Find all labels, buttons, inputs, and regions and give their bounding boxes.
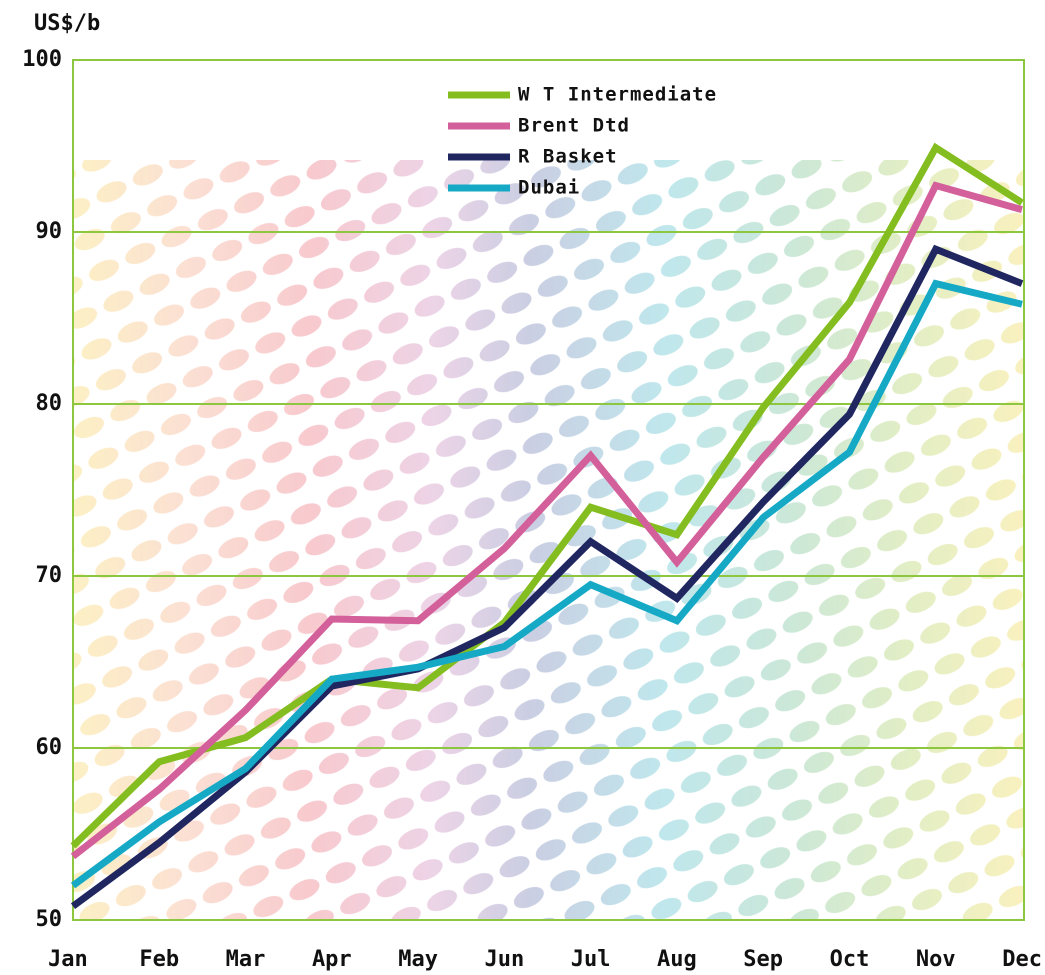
x-tick-label: Jul bbox=[571, 947, 611, 972]
x-tick-label: Sep bbox=[743, 947, 783, 972]
y-tick-label: 70 bbox=[36, 563, 63, 588]
series-line bbox=[70, 244, 1024, 910]
x-tick-label: Apr bbox=[312, 947, 352, 972]
y-axis-label: US$/b bbox=[34, 11, 100, 36]
y-tick-label: 50 bbox=[36, 907, 63, 932]
x-tick-label: Dec bbox=[1002, 947, 1042, 972]
y-tick-label: 80 bbox=[36, 391, 63, 416]
x-tick-label: Mar bbox=[226, 947, 266, 972]
x-tick-label: Feb bbox=[139, 947, 179, 972]
x-tick-label: May bbox=[398, 947, 438, 972]
x-tick-label: Jan bbox=[48, 947, 88, 972]
plot-frame bbox=[72, 59, 1025, 921]
series-line bbox=[70, 181, 1023, 860]
y-tick-label: 60 bbox=[36, 735, 63, 760]
legend-label: W T Intermediate bbox=[518, 84, 717, 106]
y-tick-label: 90 bbox=[36, 219, 63, 244]
background-decoration bbox=[73, 160, 1025, 920]
x-tick-label: Aug bbox=[657, 947, 697, 972]
legend-label: R Basket bbox=[518, 146, 618, 168]
series-line bbox=[70, 142, 1024, 849]
x-tick-label: Oct bbox=[830, 947, 870, 972]
legend-label: Dubai bbox=[518, 177, 580, 199]
legend-label: Brent Dtd bbox=[518, 115, 630, 137]
y-tick-label: 100 bbox=[22, 47, 62, 72]
x-tick-label: Jun bbox=[484, 947, 524, 972]
series-line bbox=[70, 279, 1023, 889]
x-tick-label: Nov bbox=[916, 947, 956, 972]
